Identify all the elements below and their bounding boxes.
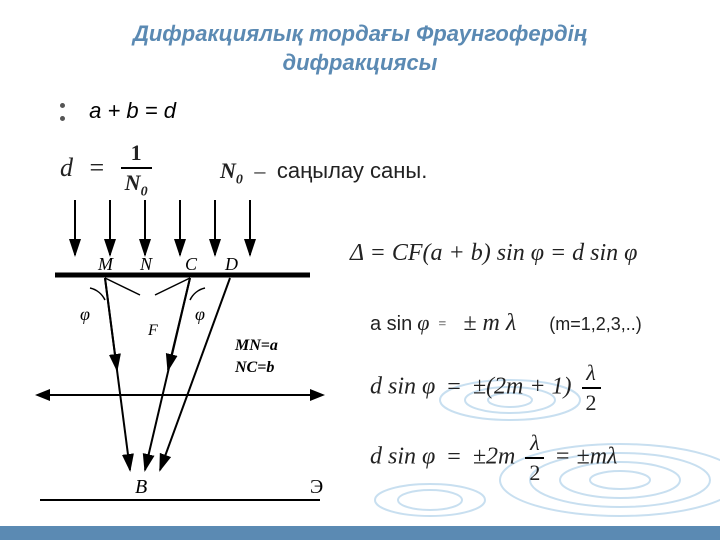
eq-delta: Δ = CF(a + b) sin φ = d sin φ	[350, 240, 637, 267]
eq-n-count: N0 – саңылау саны.	[220, 158, 427, 188]
eq-max-condition: d sin φ = ±2m λ 2 = ±mλ	[370, 430, 617, 486]
n-var: N	[220, 158, 236, 183]
asin-phi: φ	[417, 310, 429, 335]
eq2-num: λ	[582, 360, 601, 386]
eq3-tail: = ±mλ	[554, 444, 617, 470]
footer-bar	[0, 526, 720, 540]
eq-min-condition: d sin φ = ±(2m + 1) λ 2	[370, 360, 601, 416]
label-n: N	[139, 254, 153, 274]
eq2-lhs: d sin φ	[370, 374, 435, 400]
eq-d-num: 1	[121, 140, 152, 166]
asin-rhs: ± m λ	[463, 310, 516, 336]
eq-d-var: d	[60, 153, 73, 182]
label-e: Э	[310, 476, 323, 498]
eq-delta-text: Δ = CF(a + b) sin φ = d sin φ	[350, 240, 637, 266]
n-sub: 0	[236, 172, 243, 187]
bullet-marker	[60, 103, 75, 121]
label-phi-2: φ	[195, 304, 205, 324]
bullet-text: а + b = d	[89, 98, 176, 123]
eq3-lhs: d sin φ	[370, 444, 435, 470]
slide-page: Дифракциялық тордағы Фраунгофердің дифра…	[0, 0, 720, 540]
title-line-2: дифракциясы	[283, 50, 438, 75]
asin-eq: =	[438, 317, 446, 332]
asin-prefix: a sin	[370, 313, 412, 335]
eq2-coef: ±(2m + 1)	[473, 374, 572, 400]
label-mn: MN=a	[234, 337, 278, 354]
label-c: C	[185, 254, 198, 274]
eq-d-den-n: N	[125, 170, 141, 195]
eq-asin: a sin φ = ± m λ (m=1,2,3,..)	[370, 310, 642, 337]
bullet-equation: а + b = d	[60, 98, 176, 124]
n-text: саңылау саны.	[277, 158, 427, 183]
eq-d-equals: =	[90, 153, 105, 182]
n-dash: –	[254, 158, 265, 183]
label-d: D	[224, 254, 238, 274]
title-line-1: Дифракциялық тордағы Фраунгофердің	[133, 21, 587, 46]
eq3-den: 2	[525, 460, 544, 486]
diffraction-diagram: M N C D F φ φ MN=a NC=b	[30, 200, 340, 520]
eq-d-den-sub: 0	[141, 184, 148, 199]
label-phi-1: φ	[80, 304, 90, 324]
slide-title: Дифракциялық тордағы Фраунгофердің дифра…	[0, 20, 720, 77]
label-nc: NC=b	[234, 359, 274, 376]
asin-note: (m=1,2,3,..)	[549, 314, 642, 334]
eq2-eq: =	[447, 374, 461, 400]
eq2-den: 2	[582, 390, 601, 416]
eq3-coef: ±2m	[473, 444, 516, 470]
eq-d-definition: d = 1 N0	[60, 140, 152, 200]
label-f: F	[147, 322, 158, 339]
label-b: B	[135, 476, 147, 498]
eq3-num: λ	[525, 430, 544, 456]
eq3-eq: =	[447, 444, 461, 470]
label-m: M	[97, 254, 114, 274]
